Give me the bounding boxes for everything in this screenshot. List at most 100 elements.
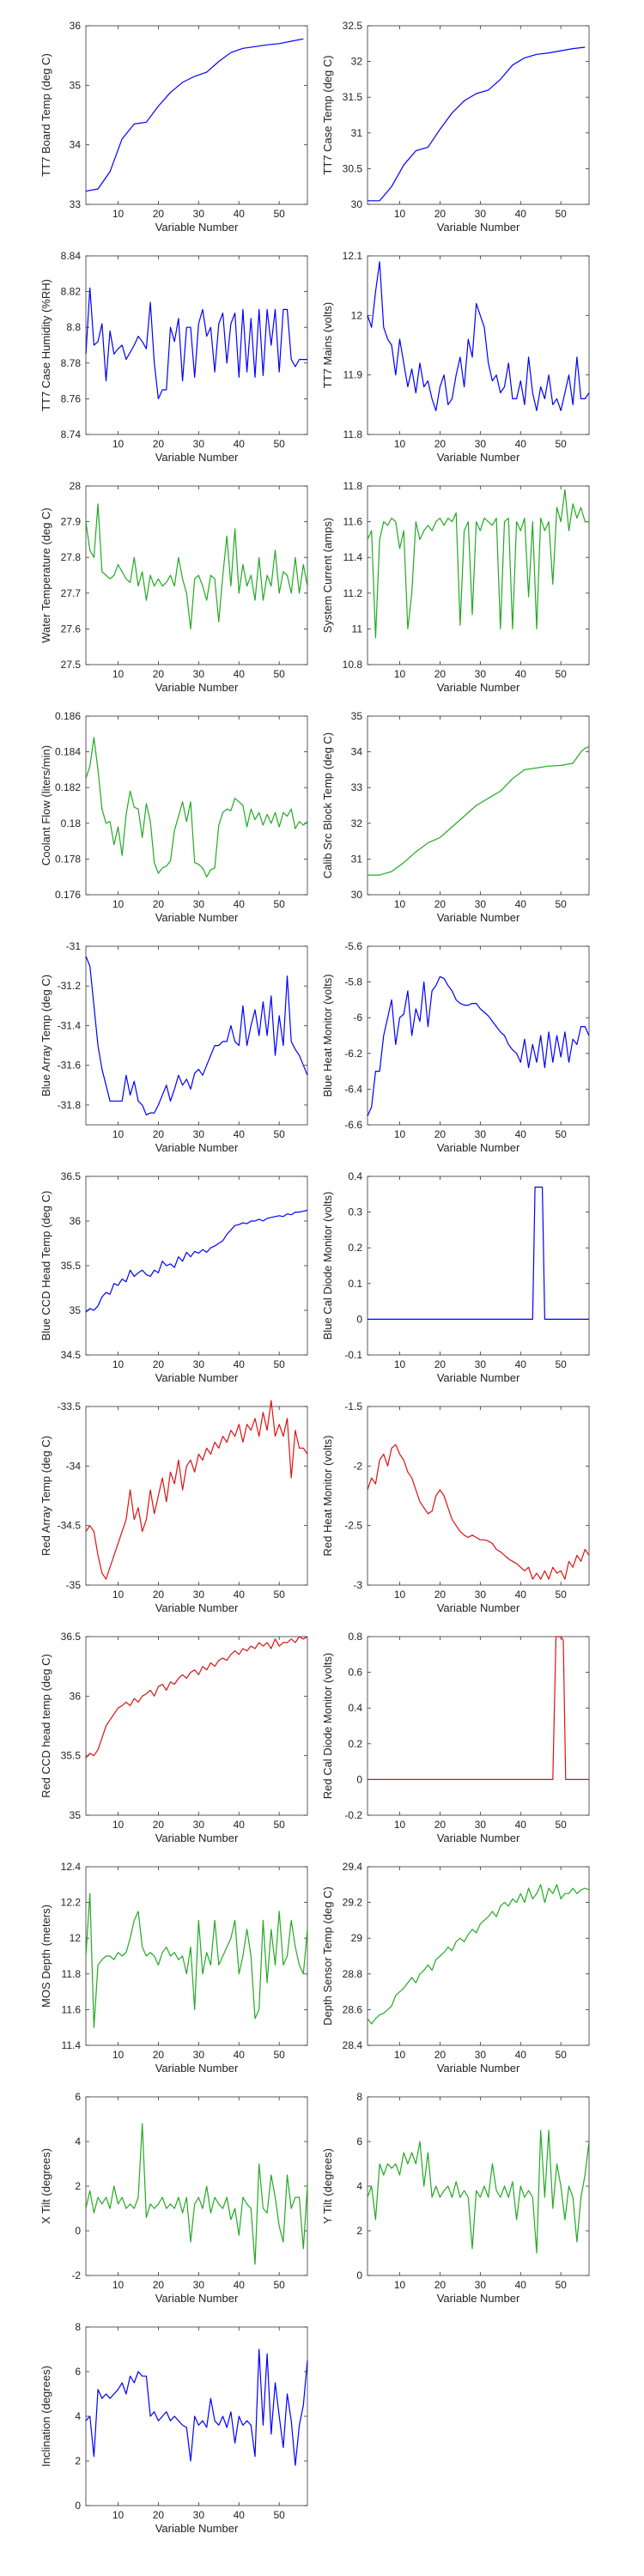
y-tick-label: 33 — [70, 198, 82, 210]
y-tick-label: 28 — [70, 480, 82, 492]
x-tick-label: 40 — [515, 668, 527, 680]
y-tick-label: -3 — [353, 1579, 362, 1591]
x-tick-label: 20 — [153, 1358, 165, 1370]
x-tick-label: 50 — [555, 668, 567, 680]
y-tick-label: -31.4 — [58, 1019, 82, 1031]
y-tick-label: 27.5 — [61, 659, 82, 671]
y-axis-label: Coolant Flow (liters/min) — [39, 745, 52, 866]
y-tick-label: 11 — [352, 623, 363, 635]
y-tick-label: 0 — [356, 2269, 362, 2281]
x-tick-label: 30 — [475, 1358, 487, 1370]
y-tick-label: 32.5 — [343, 20, 363, 32]
y-tick-label: 35 — [351, 710, 363, 722]
series-line — [85, 2348, 308, 2466]
y-tick-label: 34 — [351, 746, 363, 758]
y-axis-label: Red Cal Diode Monitor (volts) — [321, 1653, 334, 1800]
y-tick-label: 11.9 — [343, 369, 363, 381]
y-tick-label: -0.2 — [344, 1809, 362, 1821]
y-axis-label: X Tilt (degrees) — [39, 2148, 52, 2224]
y-tick-label: 6 — [75, 2366, 81, 2378]
y-axis-label: Water Temperature (deg C) — [39, 507, 52, 643]
x-axis-label: Variable Number — [155, 221, 239, 234]
series-line — [367, 1443, 590, 1580]
chart-panel-11: 10 20 30 40 50 34.5 35 35.5 36 36.5 Variable Numbe… — [39, 1170, 308, 1384]
x-tick-label: 40 — [234, 1589, 246, 1601]
x-axis-label: Variable Number — [155, 451, 239, 464]
y-tick-label: -0.1 — [344, 1349, 362, 1361]
y-axis-label: Red Heat Monitor (volts) — [321, 1436, 334, 1557]
y-axis-label: Blue Cal Diode Monitor (volts) — [321, 1192, 334, 1340]
y-tick-label: 33 — [351, 781, 363, 793]
x-tick-label: 40 — [234, 2049, 246, 2061]
x-axis-label: Variable Number — [155, 2292, 239, 2305]
y-tick-label: 6 — [356, 2136, 362, 2148]
y-tick-label: 12 — [70, 1932, 82, 1944]
chart-panel-12: 10 20 30 40 50 -0.1 0 0.1 0.2 0.3 0.4 Variable Numb… — [321, 1170, 590, 1384]
x-axis-label: Variable Number — [155, 1141, 239, 1154]
x-tick-label: 10 — [394, 2049, 406, 2061]
y-tick-label: 29.2 — [343, 1897, 363, 1909]
y-tick-label: 35 — [70, 1304, 82, 1316]
series-line — [85, 737, 308, 878]
plot-frame — [85, 2326, 308, 2506]
series-line — [85, 956, 308, 1116]
x-tick-label: 30 — [193, 1819, 205, 1831]
x-axis-label: Variable Number — [155, 1832, 239, 1844]
x-tick-label: 20 — [153, 668, 165, 680]
y-tick-label: 0.186 — [55, 710, 81, 722]
y-tick-label: -6.4 — [344, 1083, 362, 1095]
x-tick-label: 40 — [515, 2279, 527, 2291]
series-line — [368, 1186, 589, 1321]
x-tick-label: 10 — [394, 1589, 406, 1601]
y-tick-label: 0.4 — [348, 1702, 362, 1714]
x-tick-label: 40 — [234, 1358, 246, 1370]
x-tick-label: 20 — [434, 668, 447, 680]
y-axis-label: Red CCD head temp (deg C) — [39, 1654, 52, 1798]
x-tick-label: 10 — [112, 1589, 125, 1601]
series-line — [85, 1400, 308, 1580]
x-axis-label: Variable Number — [155, 1601, 239, 1614]
y-tick-label: 2 — [356, 2225, 362, 2237]
x-tick-label: 40 — [515, 898, 527, 910]
y-tick-label: 2 — [75, 2180, 81, 2192]
chart-panel-21: 10 20 30 40 50 0 2 4 6 8 Variable Number Inclinatio… — [39, 2321, 308, 2535]
y-tick-label: 36 — [70, 1215, 82, 1227]
y-tick-label: -5.6 — [344, 940, 362, 952]
y-tick-label: 0.176 — [55, 889, 81, 901]
x-tick-label: 50 — [555, 1819, 567, 1831]
y-tick-label: 0.3 — [348, 1206, 362, 1218]
x-tick-label: 20 — [434, 438, 447, 450]
y-tick-label: 4 — [75, 2136, 81, 2148]
plot-frame — [367, 715, 590, 896]
y-tick-label: 27.8 — [61, 551, 82, 563]
y-tick-label: -2.5 — [344, 1520, 362, 1532]
x-tick-label: 20 — [434, 1819, 447, 1831]
x-tick-label: 30 — [193, 2049, 205, 2061]
x-tick-label: 50 — [555, 208, 567, 220]
chart-panel-13: 10 20 30 40 50 -35 -34.5 -34 -33.5 Variable Numbe… — [39, 1400, 308, 1614]
y-axis-label: Red Array Temp (deg C) — [39, 1436, 52, 1556]
x-tick-label: 20 — [434, 1589, 447, 1601]
y-tick-label: 11.8 — [343, 428, 363, 440]
y-tick-label: 11.2 — [343, 587, 363, 599]
x-tick-label: 50 — [273, 2049, 285, 2061]
x-tick-label: 30 — [475, 438, 487, 450]
y-tick-label: 10.8 — [343, 659, 363, 671]
x-tick-label: 40 — [234, 1128, 246, 1140]
chart-panel-14: 10 20 30 40 50 -3 -2.5 -2 -1.5 Variable Number Red… — [321, 1400, 590, 1614]
x-tick-label: 10 — [394, 1819, 406, 1831]
y-axis-label: MOS Depth (meters) — [39, 1905, 52, 2008]
y-tick-label: 0 — [75, 2225, 81, 2237]
x-tick-label: 10 — [112, 2509, 125, 2521]
y-axis-label: Depth Sensor Temp (deg C) — [321, 1886, 334, 2026]
x-tick-label: 40 — [515, 1819, 527, 1831]
y-tick-label: 35.5 — [61, 1260, 82, 1272]
y-tick-label: 12.2 — [61, 1897, 82, 1909]
plot-frame — [367, 1176, 590, 1356]
x-tick-label: 40 — [515, 1358, 527, 1370]
x-tick-label: 30 — [193, 2279, 205, 2291]
x-tick-label: 20 — [153, 1819, 165, 1831]
y-tick-label: 0.178 — [55, 853, 81, 865]
y-tick-label: 0.4 — [348, 1170, 362, 1182]
y-axis-label: Blue CCD Head Temp (deg C) — [39, 1191, 52, 1341]
